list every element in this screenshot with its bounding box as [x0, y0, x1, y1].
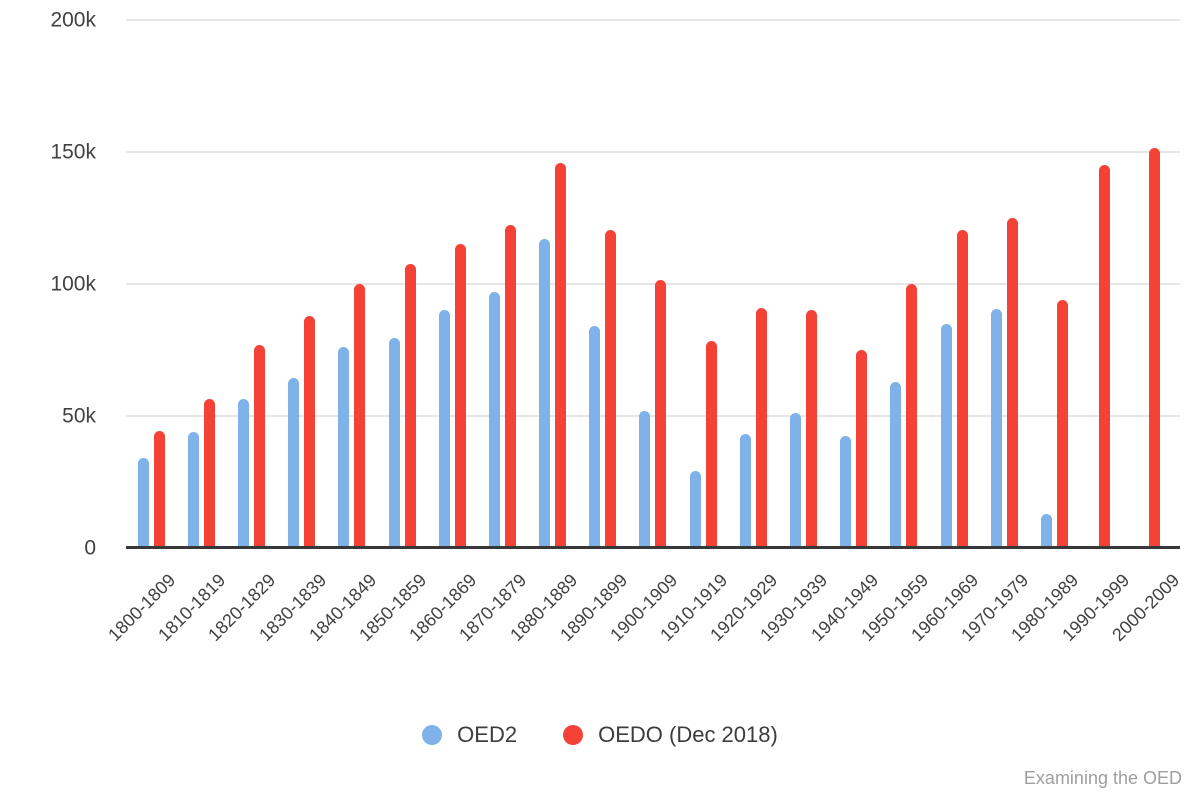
y-tick-label-150k: 150k — [50, 140, 96, 164]
bar-group-1850-1859 — [377, 20, 427, 548]
bar-oedo-dec-2018--1990-1999 — [1099, 165, 1111, 548]
bar-oed2-1870-1879 — [488, 291, 500, 548]
bar-oedo-dec-2018--1810-1819 — [203, 398, 215, 548]
legend-label-oedo-dec-2018-: OEDO (Dec 2018) — [598, 722, 778, 747]
legend-item-oedo-dec-2018-: OEDO (Dec 2018) — [563, 724, 778, 746]
bar-group-1920-1929 — [728, 20, 778, 548]
bar-oedo-dec-2018--1840-1849 — [354, 284, 366, 548]
gridline-50k — [126, 415, 1180, 417]
bar-oedo-dec-2018--1920-1929 — [755, 307, 767, 548]
gridline-150k — [126, 151, 1180, 153]
y-tick-label-0: 0 — [84, 536, 96, 560]
bar-group-1910-1919 — [678, 20, 728, 548]
bar-oedo-dec-2018--1910-1919 — [705, 340, 717, 548]
bar-oedo-dec-2018--1970-1979 — [1006, 218, 1018, 548]
bar-oed2-1900-1909 — [639, 410, 651, 548]
bar-oedo-dec-2018--1900-1909 — [655, 280, 667, 548]
bar-oed2-1890-1899 — [589, 326, 601, 548]
bar-group-1870-1879 — [477, 20, 527, 548]
bar-oedo-dec-2018--1860-1869 — [454, 244, 466, 548]
bar-group-1940-1949 — [829, 20, 879, 548]
bar-oed2-1810-1819 — [187, 431, 199, 548]
bar-oedo-dec-2018--1890-1899 — [605, 229, 617, 548]
plot-area — [126, 19, 1180, 549]
bar-oedo-dec-2018--2000-2009 — [1149, 148, 1161, 548]
bar-oedo-dec-2018--1850-1859 — [404, 264, 416, 548]
legend-swatch-icon-oed2 — [422, 725, 443, 745]
bar-oedo-dec-2018--1880-1889 — [555, 162, 567, 548]
legend-swatch-icon-oedo-dec-2018- — [563, 725, 584, 745]
bar-oedo-dec-2018--1820-1829 — [253, 344, 265, 548]
bar-oed2-1950-1959 — [890, 381, 902, 548]
bar-group-1960-1969 — [929, 20, 979, 548]
bar-group-1830-1839 — [277, 20, 327, 548]
bar-group-1950-1959 — [879, 20, 929, 548]
bar-group-1900-1909 — [628, 20, 678, 548]
bar-oed2-1860-1869 — [438, 310, 450, 548]
legend-item-oed2: OED2 — [422, 724, 517, 746]
bar-group-1840-1849 — [327, 20, 377, 548]
bar-group-2000-2009 — [1130, 20, 1180, 548]
gridline-200k — [126, 19, 1180, 21]
bar-oed2-1850-1859 — [388, 338, 400, 548]
x-axis-line — [126, 546, 1180, 549]
bar-group-1860-1869 — [427, 20, 477, 548]
y-tick-label-200k: 200k — [50, 8, 96, 32]
legend-label-oed2: OED2 — [457, 722, 518, 747]
bar-oedo-dec-2018--1930-1939 — [806, 310, 818, 548]
bar-oed2-1840-1849 — [338, 347, 350, 548]
bar-oedo-dec-2018--1870-1879 — [504, 224, 516, 548]
bar-oed2-1970-1979 — [990, 309, 1002, 548]
legend: OED2 OEDO (Dec 2018) — [0, 724, 1200, 746]
bar-oed2-1920-1929 — [739, 434, 751, 548]
bar-oed2-1980-1989 — [1041, 513, 1053, 548]
bar-oedo-dec-2018--1800-1809 — [153, 430, 165, 548]
y-tick-label-50k: 50k — [62, 404, 96, 428]
watermark: Examining the OED — [1023, 768, 1182, 788]
bar-oedo-dec-2018--1940-1949 — [856, 350, 868, 548]
bar-group-1930-1939 — [778, 20, 828, 548]
bar-oedo-dec-2018--1830-1839 — [304, 315, 316, 548]
bar-group-1990-1999 — [1080, 20, 1130, 548]
bar-oed2-1940-1949 — [840, 435, 852, 548]
bar-group-1890-1899 — [578, 20, 628, 548]
bar-oed2-1930-1939 — [790, 413, 802, 548]
bar-oed2-1960-1969 — [940, 323, 952, 548]
bar-oed2-1910-1919 — [689, 471, 701, 548]
bar-group-1880-1889 — [528, 20, 578, 548]
bar-oed2-1880-1889 — [539, 239, 551, 548]
bar-oed2-1830-1839 — [288, 377, 300, 548]
bar-oed2-1800-1809 — [137, 458, 149, 548]
y-tick-label-100k: 100k — [50, 272, 96, 296]
bar-group-1810-1819 — [176, 20, 226, 548]
bar-oedo-dec-2018--1960-1969 — [956, 229, 968, 548]
gridline-100k — [126, 283, 1180, 285]
bar-oedo-dec-2018--1950-1959 — [906, 284, 918, 548]
bar-group-1800-1809 — [126, 20, 176, 548]
bar-group-1980-1989 — [1029, 20, 1079, 548]
bar-group-1820-1829 — [226, 20, 276, 548]
bar-oedo-dec-2018--1980-1989 — [1057, 299, 1069, 548]
bar-group-1970-1979 — [979, 20, 1029, 548]
bar-oed2-1820-1829 — [237, 398, 249, 548]
